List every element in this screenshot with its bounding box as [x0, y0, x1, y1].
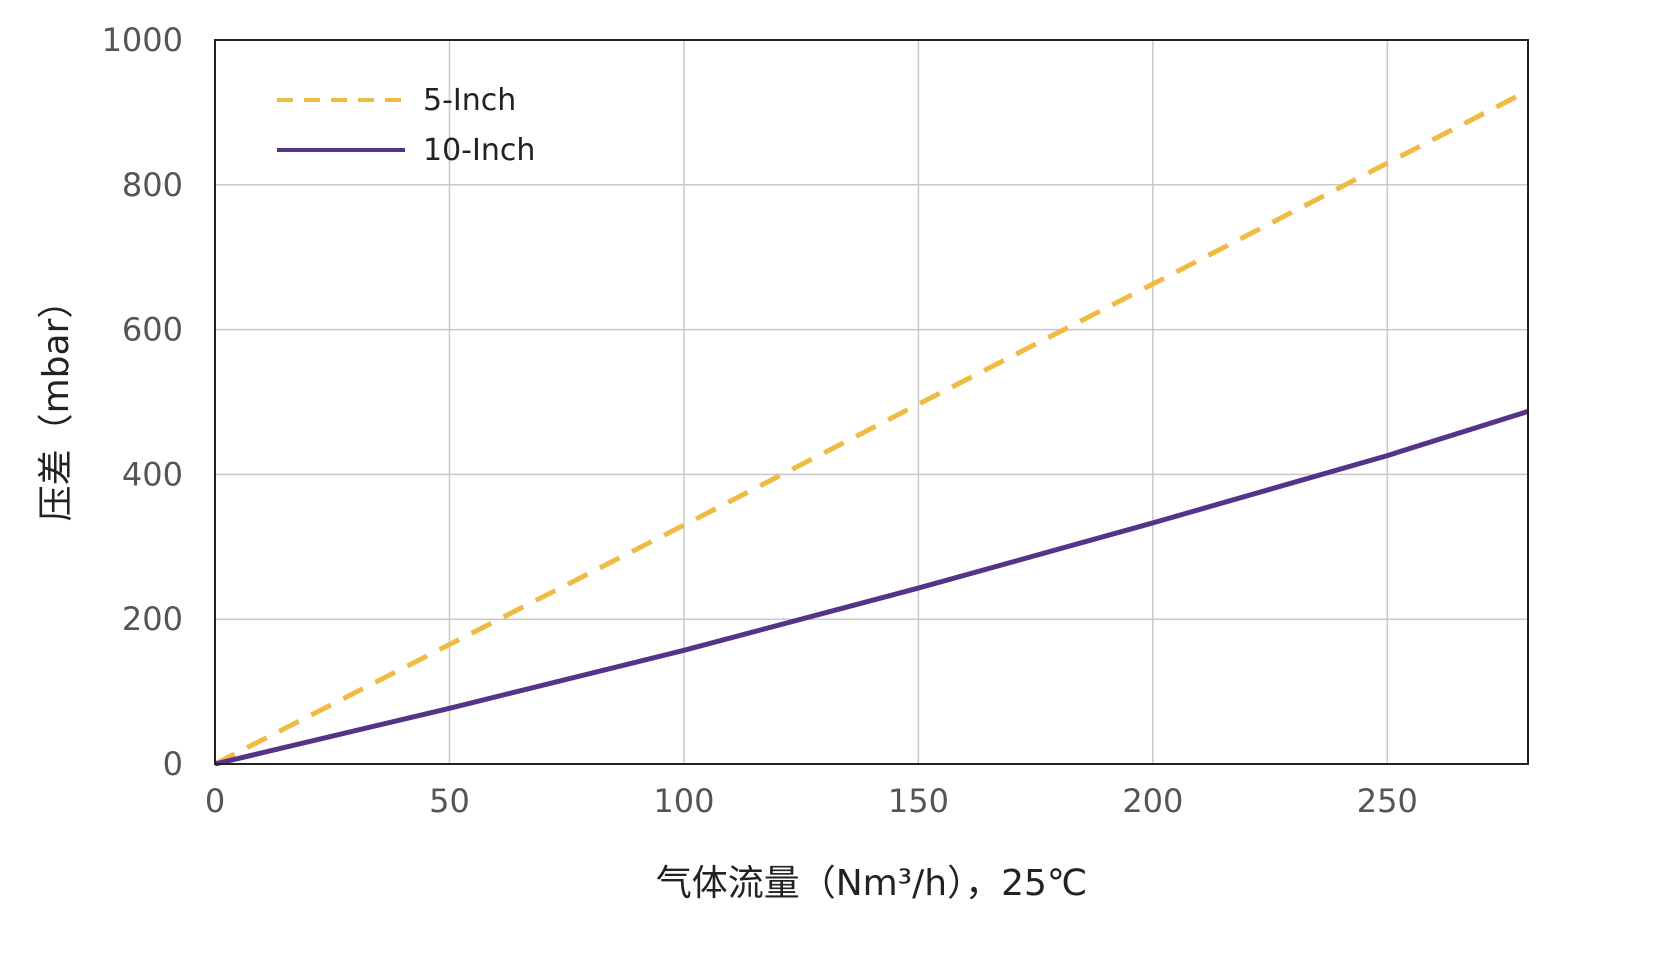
x-axis-title: 气体流量（Nm³/h），25℃	[656, 863, 1088, 904]
y-tick-label: 600	[122, 311, 183, 349]
x-tick-label: 200	[1122, 782, 1183, 820]
y-tick-label: 400	[122, 455, 183, 493]
x-tick-label: 150	[888, 782, 949, 820]
series-lines	[213, 88, 1530, 767]
plot-frame	[214, 39, 1529, 765]
legend-label-5-inch: 5-Inch	[423, 83, 516, 118]
x-tick-label: 50	[429, 782, 470, 820]
x-tick-label: 100	[653, 782, 714, 820]
x-tick-labels: 0 50 100 150 200 250	[205, 782, 1418, 820]
series-line-5-inch	[213, 88, 1530, 767]
y-tick-label: 200	[122, 600, 183, 638]
y-tick-label: 800	[122, 166, 183, 204]
y-axis-title: 压差（mbar）	[36, 283, 77, 522]
y-tick-label: 1000	[102, 21, 183, 59]
x-tick-label: 0	[205, 782, 225, 820]
legend-label-10-inch: 10-Inch	[423, 133, 535, 168]
legend: 5-Inch 10-Inch	[277, 83, 535, 168]
y-tick-label: 0	[163, 745, 183, 783]
grid	[215, 39, 1528, 764]
x-tick-label: 250	[1357, 782, 1418, 820]
y-tick-labels: 0 200 400 600 800 1000	[102, 21, 183, 783]
series-line-10-inch	[214, 409, 1529, 767]
